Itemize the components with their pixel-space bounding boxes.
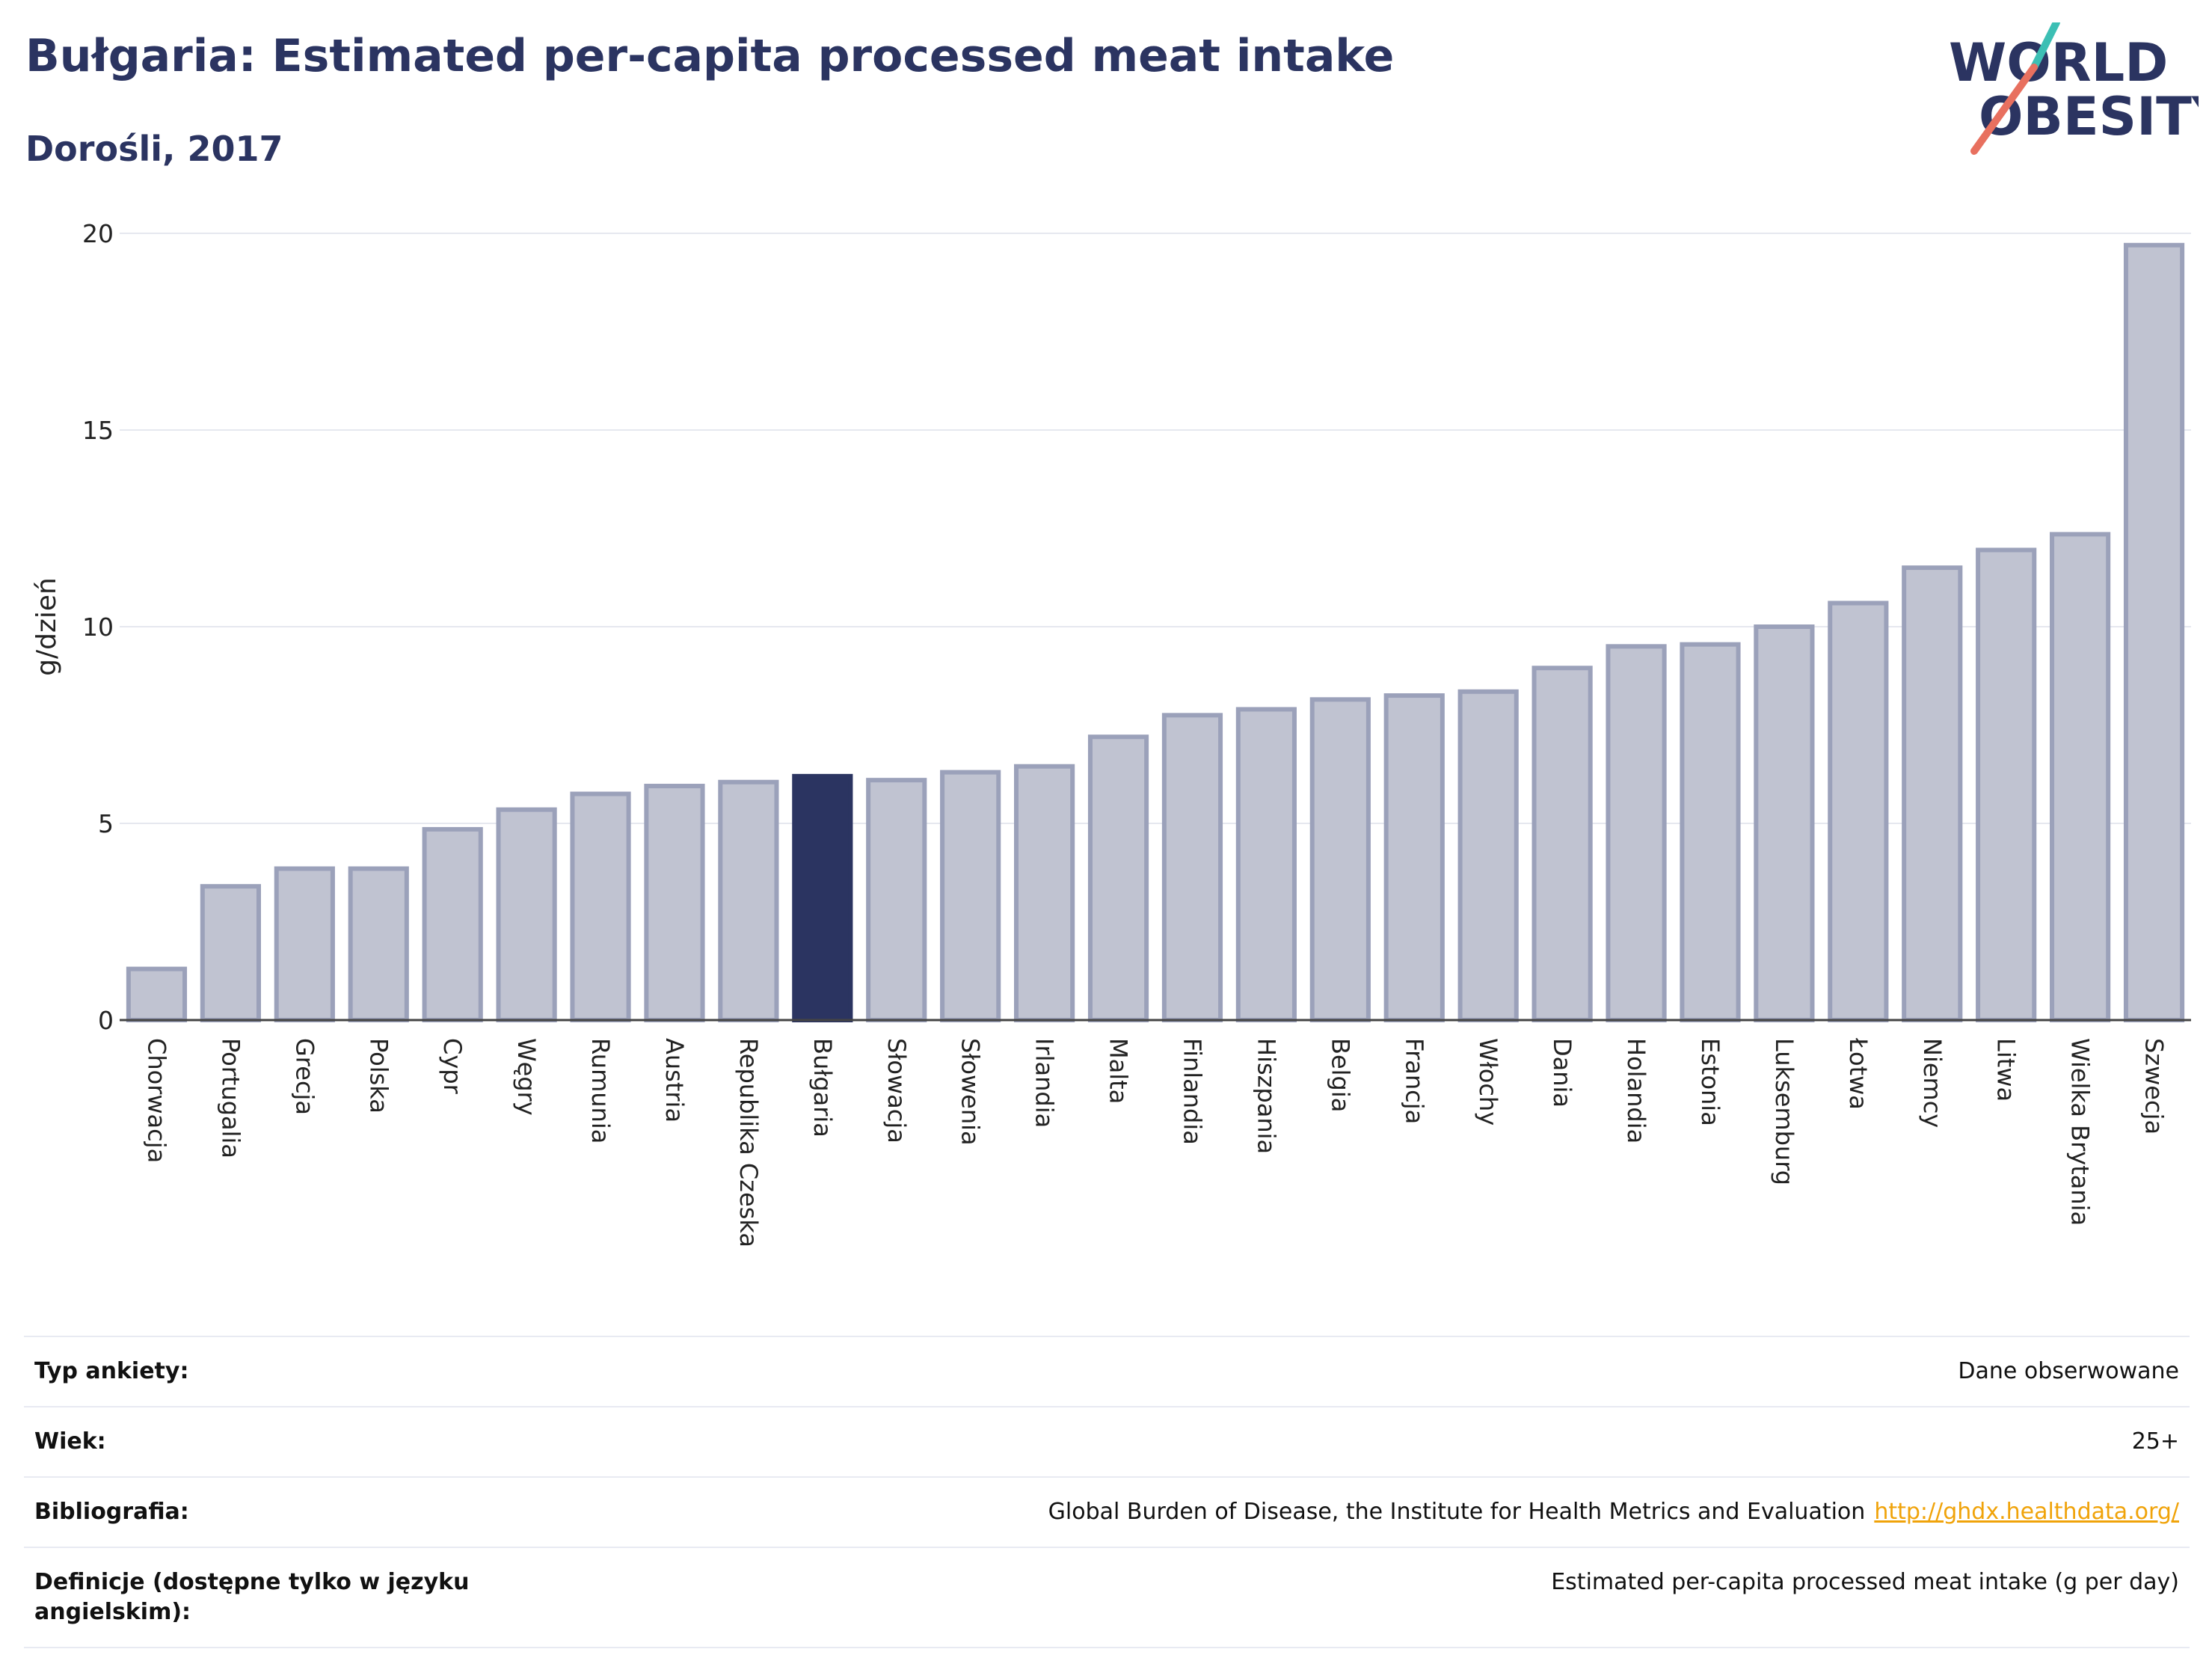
info-row-age: Wiek: 25+	[24, 1406, 2190, 1476]
info-row-definitions: Definicje (dostępne tylko w języku angie…	[24, 1547, 2190, 1648]
bar	[1976, 547, 2037, 1022]
bar	[718, 779, 779, 1023]
bibliography-link[interactable]: http://ghdx.healthdata.org/	[1874, 1499, 2179, 1525]
logo-line1: WORLD	[1949, 32, 2168, 93]
bar	[1087, 734, 1149, 1023]
x-tick-label: Malta	[1105, 1038, 1133, 1104]
x-tick-label: Dania	[1548, 1038, 1576, 1108]
x-tick-label: Łotwa	[1844, 1037, 1872, 1110]
y-axis-ticks: 0 5 10 15 20	[82, 219, 114, 1035]
x-tick-label: Grecja	[290, 1038, 319, 1115]
bar	[1902, 565, 1963, 1022]
x-tick-label: Austria	[660, 1038, 689, 1123]
x-tick-label: Polska	[364, 1038, 393, 1114]
x-tick-label: Francja	[1400, 1038, 1428, 1124]
info-value: Estimated per-capita processed meat inta…	[1551, 1569, 2179, 1595]
info-row-survey-type: Typ ankiety: Dane obserwowane	[24, 1336, 2190, 1406]
x-tick-label: Niemcy	[1918, 1038, 1947, 1128]
bar	[126, 966, 188, 1022]
bar	[1457, 689, 1519, 1022]
info-value-wrapper: Global Burden of Disease, the Institute …	[1048, 1497, 2179, 1527]
logo-slash-red	[1970, 64, 2038, 155]
x-tick-label: Holandia	[1622, 1038, 1650, 1143]
bar	[866, 778, 927, 1022]
bar	[2050, 532, 2111, 1022]
x-tick-label: Słowenia	[956, 1038, 985, 1146]
x-tick-label: Rumunia	[586, 1038, 615, 1143]
info-label: Bibliografia:	[34, 1499, 189, 1525]
x-tick-label: Bułgaria	[808, 1038, 837, 1137]
bar-chart: 0 5 10 15 20 Chorwacja Portugalia Grecja Polska…	[31, 219, 2191, 1247]
x-tick-label: Hiszpania	[1252, 1038, 1280, 1154]
bar	[2123, 242, 2185, 1022]
logo-slash-teal	[2030, 19, 2060, 71]
bar	[1680, 642, 1741, 1022]
x-tick-label: Belgia	[1326, 1038, 1354, 1112]
x-tick-label: Estonia	[1696, 1038, 1724, 1126]
y-axis-label: g/dzień	[31, 577, 62, 676]
info-label: Definicje (dostępne tylko w języku angie…	[34, 1569, 470, 1625]
x-tick-label: Cypr	[438, 1038, 467, 1095]
x-tick-label: Republika Czeska	[734, 1038, 763, 1247]
bar	[1606, 644, 1667, 1022]
x-tick-label: Wielka Brytania	[2066, 1038, 2095, 1226]
info-value: Global Burden of Disease, the Institute …	[1048, 1499, 1866, 1525]
y-tick-label: 20	[82, 219, 114, 248]
chart-title: Bułgaria: Estimated per-capita processed…	[25, 30, 1395, 82]
bar	[792, 773, 853, 1022]
bar	[940, 770, 1001, 1022]
world-obesity-logo: WORLD OBESITY	[1944, 19, 2212, 157]
bar	[496, 807, 557, 1022]
info-value: 25+	[2131, 1428, 2179, 1455]
x-tick-label: Słowacja	[882, 1038, 911, 1143]
bar	[1309, 697, 1371, 1022]
info-value: Dane obserwowane	[1958, 1358, 2179, 1384]
x-tick-label: Irlandia	[1030, 1038, 1059, 1128]
info-label: Typ ankiety:	[34, 1358, 189, 1384]
bar	[1531, 666, 1593, 1022]
info-label: Wiek:	[34, 1428, 106, 1455]
bar	[274, 866, 335, 1022]
bar	[1383, 693, 1445, 1022]
y-tick-label: 15	[82, 416, 114, 445]
chart-subtitle: Dorośli, 2017	[25, 129, 283, 169]
x-tick-label: Szwecja	[2140, 1038, 2169, 1134]
x-tick-label: Litwa	[1992, 1038, 2021, 1102]
bar	[1014, 764, 1075, 1022]
logo-icon: WORLD OBESITY	[1949, 19, 2212, 155]
y-tick-label: 5	[98, 809, 114, 838]
x-tick-label: Węgry	[512, 1038, 541, 1116]
x-tick-label: Finlandia	[1178, 1038, 1206, 1145]
y-tick-label: 10	[82, 612, 114, 642]
bar	[1828, 601, 1889, 1022]
bar	[570, 791, 631, 1023]
x-tick-label: Włochy	[1474, 1038, 1502, 1126]
info-row-bibliography: Bibliografia: Global Burden of Disease, …	[24, 1476, 2190, 1547]
bars	[126, 242, 2185, 1023]
bar	[1161, 713, 1223, 1022]
info-table: Typ ankiety: Dane obserwowane Wiek: 25+ …	[24, 1336, 2190, 1648]
x-tick-label: Luksemburg	[1770, 1038, 1798, 1185]
bar	[348, 866, 409, 1022]
bar	[422, 826, 483, 1023]
bar	[1754, 624, 1815, 1022]
bar	[1235, 707, 1297, 1023]
bar	[644, 784, 705, 1023]
x-tick-label: Chorwacja	[142, 1038, 170, 1163]
x-axis-labels: Chorwacja Portugalia Grecja Polska Cypr Węgry…	[142, 1037, 2168, 1247]
x-tick-label: Portugalia	[216, 1038, 245, 1158]
y-tick-label: 0	[98, 1006, 114, 1035]
bar	[200, 884, 261, 1023]
